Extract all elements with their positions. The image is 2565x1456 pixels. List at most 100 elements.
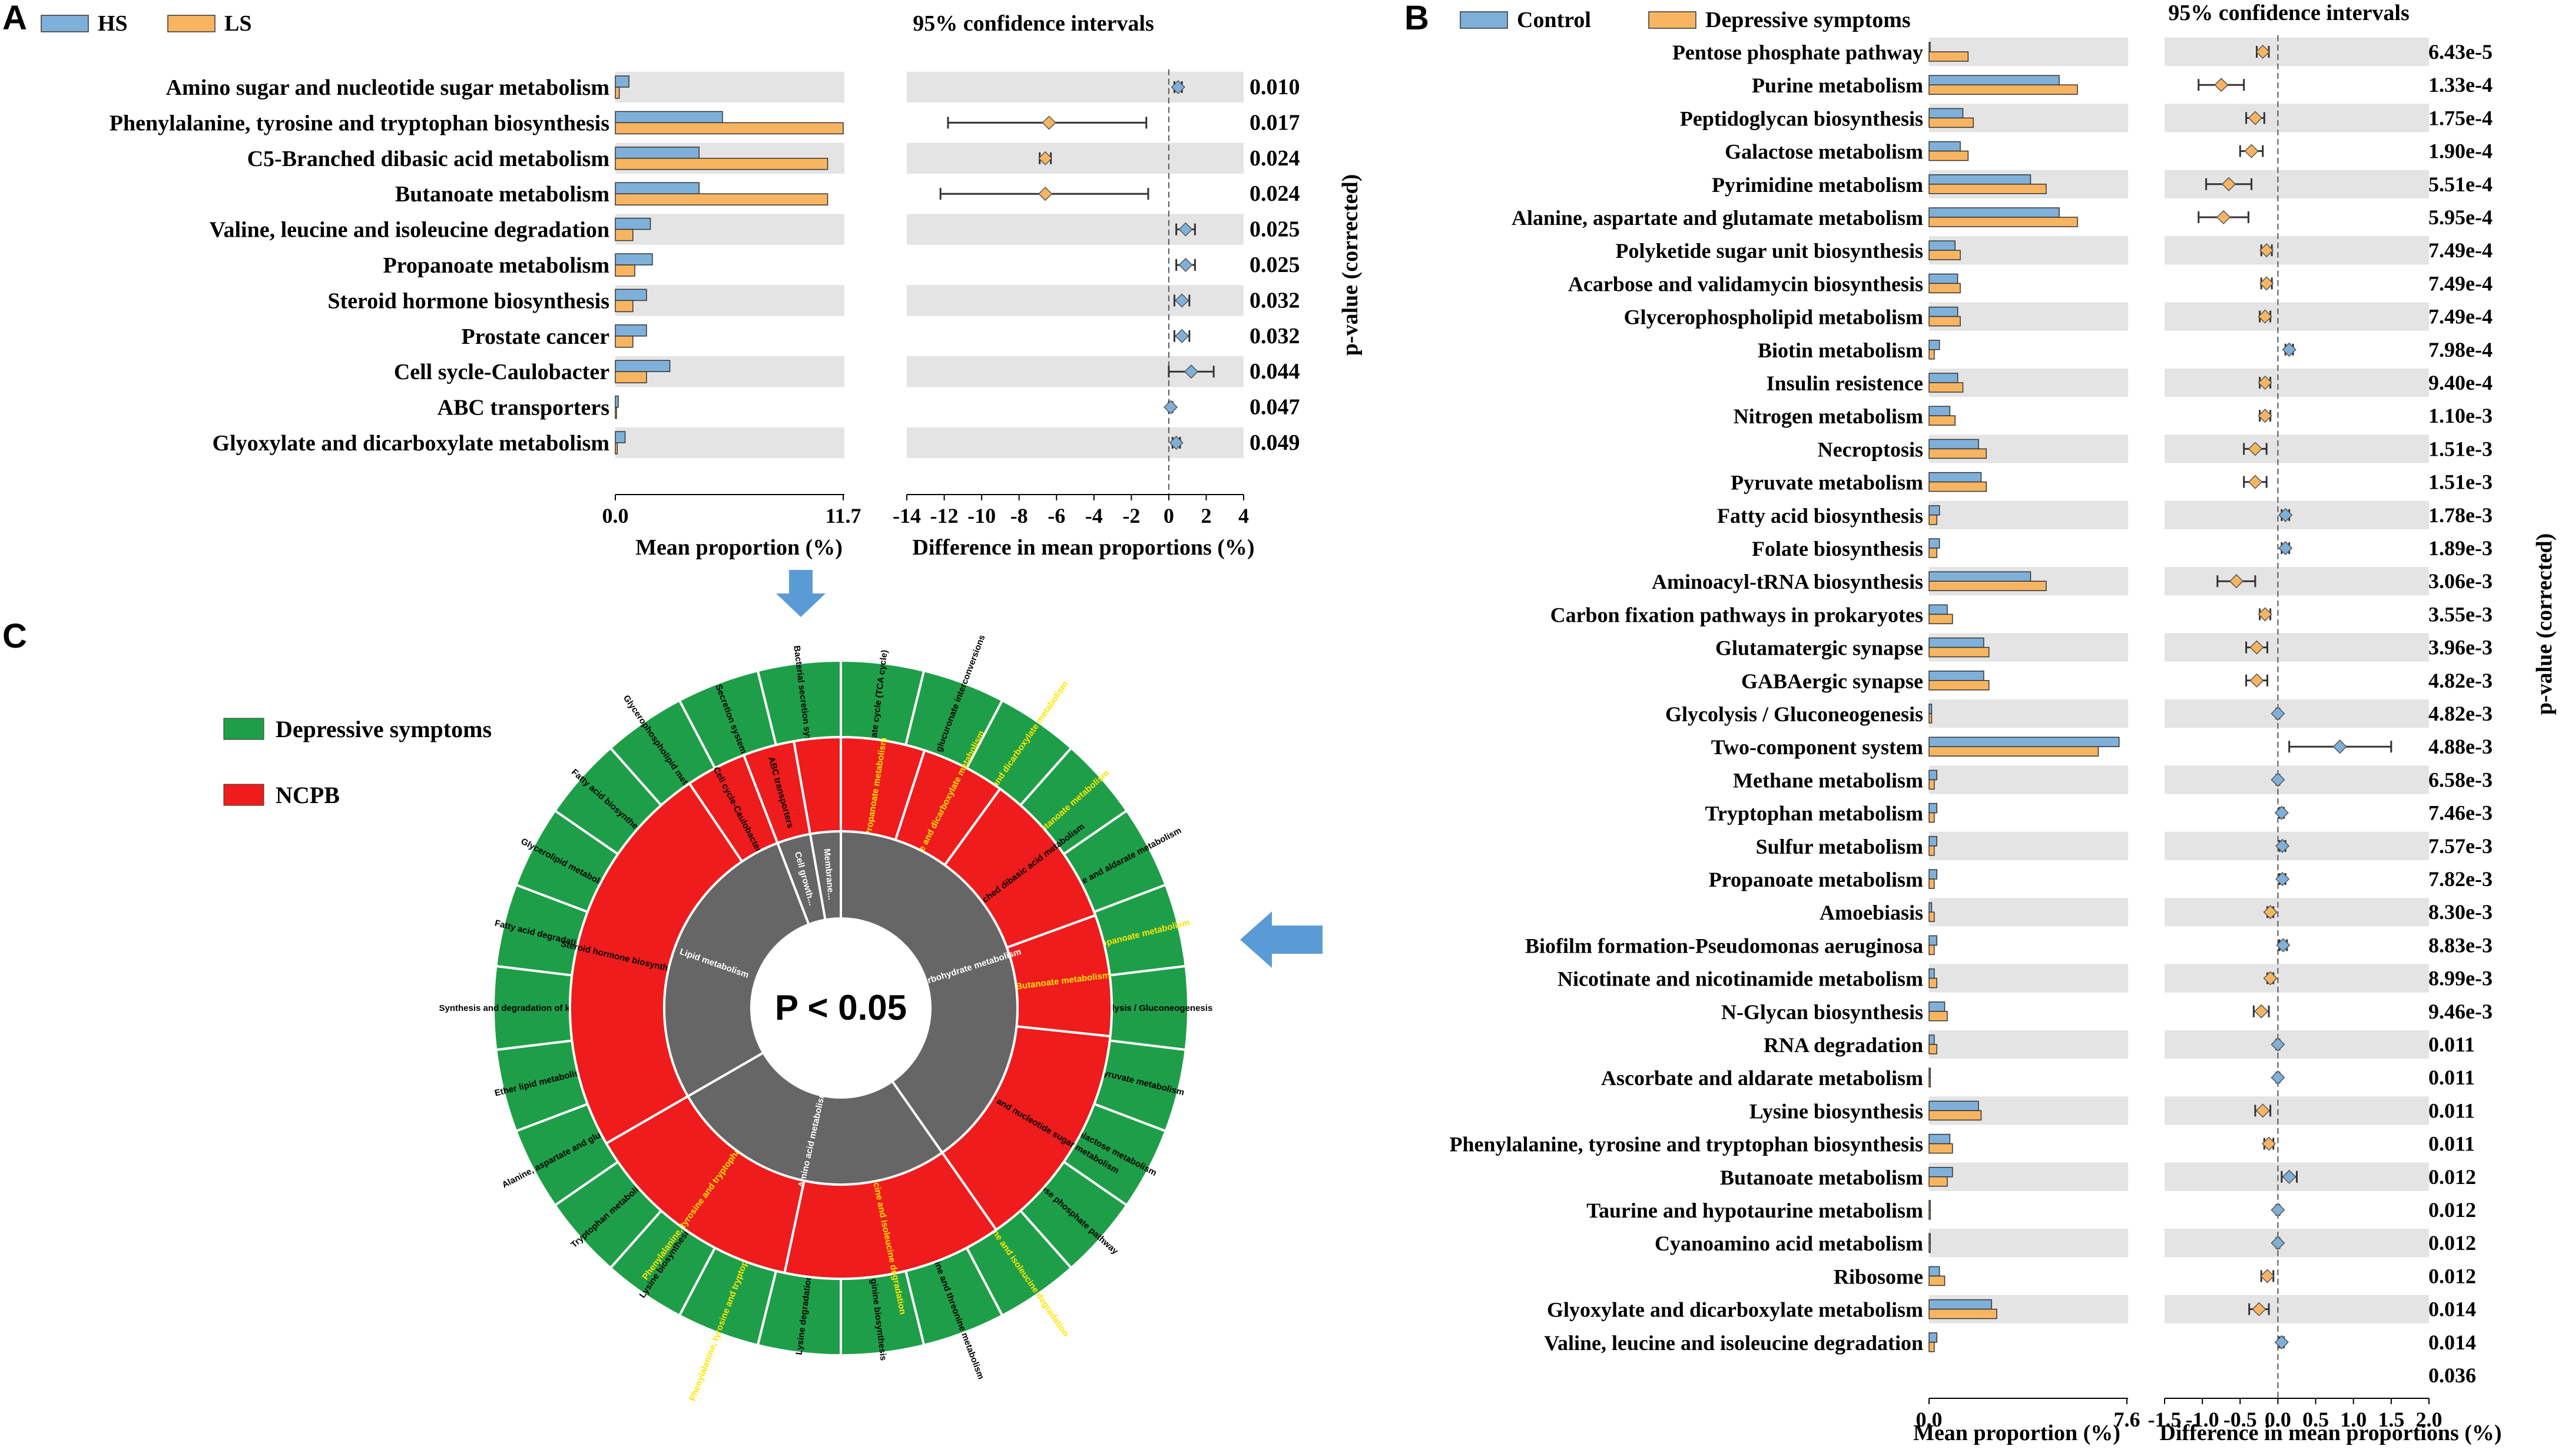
stripe [1929, 236, 2128, 265]
bar-depressive-symptoms [1928, 1143, 1953, 1154]
bar-control [1928, 240, 1956, 251]
arrow-down [776, 570, 826, 617]
diff-tick-label: -1.5 [2148, 1408, 2182, 1431]
pvalue: 0.011 [2428, 1099, 2475, 1122]
bar-ls [615, 300, 634, 313]
stripe [2165, 1295, 2429, 1324]
bar-control [1928, 637, 1984, 648]
pvalue: 0.025 [1250, 217, 1300, 242]
category-label: Folate biosynthesis [1752, 537, 1923, 560]
pvalue: 3.06e-3 [2428, 569, 2493, 593]
category-label: Necroptosis [1818, 437, 1923, 461]
bar-depressive-symptoms [1928, 349, 1935, 360]
diff-point [2255, 44, 2270, 59]
diff-tick-label: 0.0 [2265, 1408, 2291, 1431]
category-label: Amoebiasis [1820, 901, 1923, 924]
diff-point [2276, 938, 2291, 953]
panel-b-difference-plot [2198, 35, 2392, 1398]
bar-depressive-symptoms [1928, 217, 2078, 227]
bar-depressive-symptoms [1928, 779, 1935, 790]
bar-control [1928, 902, 1933, 913]
bar-depressive-symptoms [1928, 646, 1990, 658]
category-label: Propanoate metabolism [1709, 868, 1923, 891]
diff-point [1042, 115, 1056, 130]
panel-a-bars [615, 75, 844, 455]
bar-ls [615, 87, 620, 99]
bar-ls [615, 193, 829, 205]
stripe [907, 71, 1244, 103]
panel-b-axes: 0.0 7.6 -1.5 -1.0 -0.5 0.0 0.5 1.0 1.5 2.0 [1916, 1398, 2443, 1431]
pvalue: 3.55e-3 [2428, 602, 2493, 626]
category-label: Peptidoglycan biosynthesis [1680, 107, 1923, 130]
pvalue: 1.51e-3 [2428, 470, 2493, 494]
bar-control [1928, 1133, 1951, 1145]
panel-b-bars [1928, 42, 2120, 1352]
diff-point [2221, 177, 2236, 191]
bar-depressive-symptoms [1928, 84, 2078, 95]
bar-control [1928, 770, 1938, 781]
bar-control [1928, 604, 1948, 615]
bar-control [1928, 1001, 1946, 1012]
bar-depressive-symptoms [1928, 812, 1935, 823]
stripe [2165, 170, 2429, 198]
stripe [2165, 567, 2429, 596]
diff-point [2258, 309, 2272, 324]
category-label: Pentose phosphate pathway [1672, 41, 1923, 64]
bar-depressive-symptoms [1928, 382, 1964, 393]
category-label: Propanoate metabolism [383, 253, 609, 278]
pvalue: 4.88e-3 [2428, 735, 2493, 758]
diff-point [2248, 111, 2263, 125]
pvalue: 0.010 [1250, 75, 1300, 100]
bar-ls [615, 122, 844, 135]
panel-a-pvalue-axis-label: p-value (corrected) [1338, 174, 1363, 356]
category-label: Phenylalanine, tyrosine and tryptophan b… [1449, 1133, 1923, 1156]
bar-control [1928, 306, 1958, 317]
bar-hs [615, 217, 651, 230]
category-label: RNA degradation [1764, 1033, 1923, 1057]
legend-label: Control [1517, 8, 1591, 32]
stripe [615, 427, 844, 459]
x-tick-label: 11.7 [825, 504, 861, 528]
stripe [1929, 765, 2128, 794]
pvalue: 0.044 [1250, 359, 1300, 384]
category-label: Aminoacyl-tRNA biosynthesis [1652, 570, 1923, 593]
diff-point [1178, 257, 1193, 273]
arrow-left [1240, 911, 1323, 968]
category-label: Sulfur metabolism [1756, 835, 1923, 858]
bar-control [1928, 472, 1982, 483]
stripe [2165, 765, 2429, 794]
bar-control [1928, 340, 1940, 350]
diff-point [1169, 435, 1184, 450]
bar-control [1928, 538, 1940, 549]
pvalue: 1.89e-3 [2428, 536, 2493, 560]
category-label: Butanoate metabolism [1720, 1166, 1923, 1189]
pvalue: 1.51e-3 [2428, 437, 2493, 460]
bar-ls [615, 264, 635, 277]
sunburst-rings: Citrate cycle (TCA cycle) Pentose and glu… [439, 634, 1212, 1402]
diff-point [2274, 1335, 2289, 1349]
pvalue: 0.024 [1250, 181, 1300, 206]
category-label: Glycolysis / Gluconeogenesis [1665, 702, 1923, 726]
x-tick-label: 0.0 [602, 504, 629, 528]
diff-point [2214, 78, 2229, 92]
pvalue: 9.40e-4 [2428, 371, 2493, 394]
bar-depressive-symptoms [1928, 613, 1953, 625]
bar-control [1928, 1233, 1931, 1243]
pvalue: 0.047 [1250, 395, 1300, 420]
category-label: GABAergic synapse [1741, 669, 1923, 693]
bar-depressive-symptoms [1928, 1011, 1948, 1021]
bar-depressive-symptoms [1928, 1209, 1931, 1220]
panel-a-chart: HS LS 95% confidence intervals Amino suga… [41, 11, 1363, 560]
category-label: Butanoate metabolism [395, 182, 609, 207]
category-label: Methane metabolism [1733, 768, 1923, 792]
x-tick-label: 7.6 [2114, 1408, 2140, 1431]
pvalue: 1.10e-3 [2428, 404, 2493, 427]
legend-swatch-hs [41, 15, 89, 32]
diff-point [2255, 1103, 2270, 1118]
bar-control [1928, 505, 1940, 516]
stripe [2165, 368, 2429, 397]
panel-b-chart: Control Depressive symptoms 95% confidenc… [1449, 1, 2557, 1445]
pvalue: 0.032 [1250, 288, 1300, 313]
panel-c-sunburst: Depressive symptoms NCPB Citrate cycle (… [223, 570, 1323, 1402]
pvalue: 0.032 [1250, 324, 1300, 349]
